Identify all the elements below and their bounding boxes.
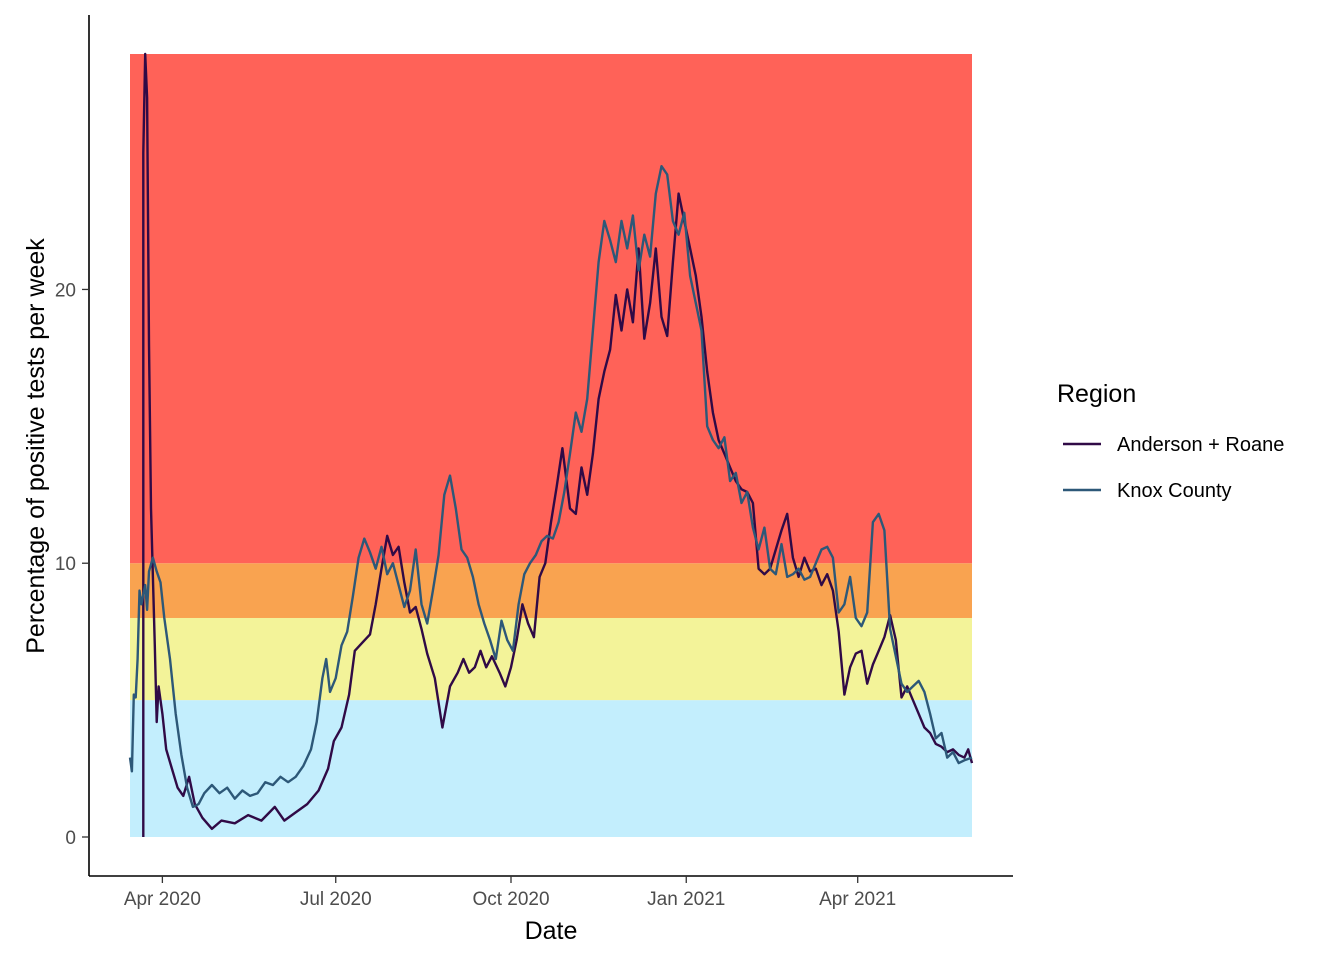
series-lines: [128, 52, 974, 837]
series-line-1: [128, 165, 973, 809]
y-tick-label: 20: [55, 280, 76, 301]
threshold-band-2: [130, 563, 972, 618]
threshold-band-0: [130, 700, 972, 837]
x-axis-ticks: Apr 2020 Jul 2020 Oct 2020 Jan 2021 Apr 2021: [124, 876, 896, 910]
legend-title: Region: [1057, 380, 1136, 408]
positivity-threshold-bands: [130, 54, 972, 837]
x-tick-label: Apr 2021: [819, 889, 896, 910]
y-axis-title: Percentage of positive tests per week: [22, 238, 50, 654]
x-tick-label: Jan 2021: [647, 889, 725, 910]
x-tick-label: Apr 2020: [124, 889, 201, 910]
threshold-band-3: [130, 54, 972, 564]
y-tick-label: 0: [65, 828, 76, 849]
x-axis-title: Date: [525, 917, 578, 945]
y-axis-ticks: 0 10 20: [55, 280, 89, 849]
x-tick-label: Oct 2020: [472, 889, 549, 910]
threshold-band-1: [130, 617, 972, 701]
legend-label-1: Knox County: [1117, 480, 1232, 502]
x-tick-label: Jul 2020: [300, 889, 372, 910]
y-tick-label: 10: [55, 554, 76, 575]
series-line-0: [142, 52, 974, 837]
legend: Region Anderson + Roane Knox County: [1057, 380, 1284, 502]
legend-label-0: Anderson + Roane: [1117, 434, 1284, 456]
